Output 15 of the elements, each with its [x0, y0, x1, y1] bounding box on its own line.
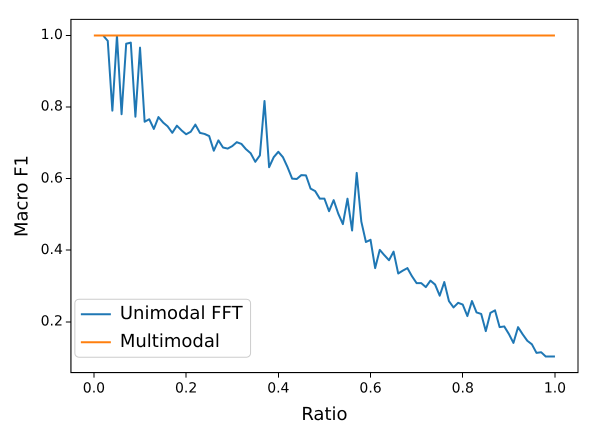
y-tick-label: 1.0	[40, 27, 63, 44]
legend-label: Unimodal FFT	[120, 302, 244, 324]
y-tick-label: 0.2	[40, 313, 63, 330]
y-tick-label: 0.8	[40, 98, 63, 115]
x-axis-title: Ratio	[301, 404, 348, 425]
x-tick-label: 0.8	[452, 380, 474, 397]
x-tick-label: 0.0	[82, 380, 106, 397]
x-tick-label: 0.6	[359, 380, 382, 397]
x-tick-label: 0.2	[174, 380, 198, 397]
x-tick-label: 1.0	[544, 380, 566, 397]
x-tick-label: 0.4	[267, 380, 290, 397]
legend-label: Multimodal	[120, 330, 220, 352]
y-tick-label: 0.4	[40, 242, 63, 258]
y-axis-title: Macro F1	[11, 154, 32, 238]
y-tick-label: 0.6	[40, 170, 63, 186]
